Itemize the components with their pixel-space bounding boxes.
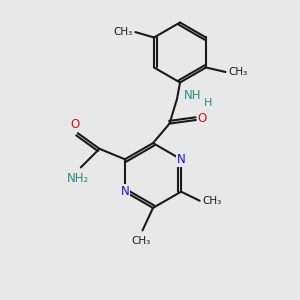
Text: CH₃: CH₃	[202, 196, 222, 206]
Text: NH: NH	[184, 89, 201, 102]
Text: H: H	[204, 98, 213, 108]
Text: CH₃: CH₃	[113, 27, 132, 37]
Text: CH₃: CH₃	[131, 236, 151, 246]
Text: N: N	[177, 153, 185, 166]
Text: O: O	[198, 112, 207, 125]
Text: CH₃: CH₃	[229, 67, 248, 77]
Text: N: N	[121, 185, 129, 198]
Text: NH₂: NH₂	[67, 172, 90, 185]
Text: O: O	[71, 118, 80, 131]
